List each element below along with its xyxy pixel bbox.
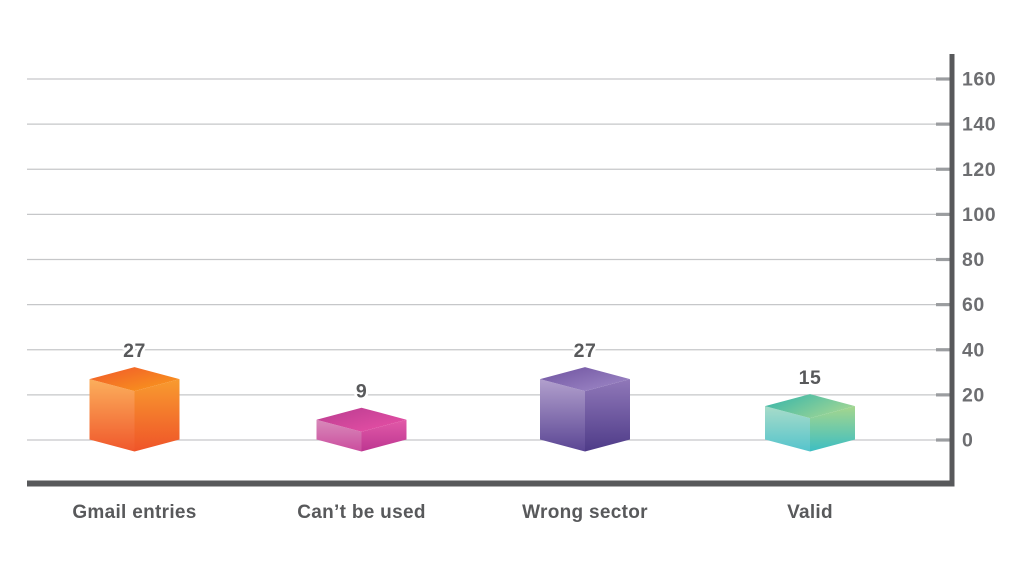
cube-top-face bbox=[89, 367, 180, 392]
axis-frame bbox=[27, 54, 955, 487]
cube-top-face bbox=[316, 407, 407, 432]
value-label: 27 bbox=[123, 340, 146, 362]
cube-left-face bbox=[765, 406, 810, 452]
cube-right-face bbox=[810, 406, 855, 452]
y-axis-ticks bbox=[936, 77, 950, 442]
cube-top-face bbox=[765, 394, 855, 419]
y-tick-label: 140 bbox=[962, 114, 996, 136]
bar-cube-valid: 15 bbox=[765, 365, 855, 452]
cube-top-face bbox=[540, 367, 630, 392]
cube-right-face bbox=[361, 419, 407, 452]
bars: 27 9 27 15 bbox=[89, 338, 855, 452]
cube-left-face bbox=[316, 419, 362, 452]
category-label-can-t-be-used: Can’t be used bbox=[297, 502, 425, 523]
cube-left-face bbox=[89, 379, 135, 452]
value-label: 15 bbox=[799, 367, 822, 389]
y-tick-label: 160 bbox=[962, 69, 996, 91]
bar-cube-gmail-entries: 27 bbox=[89, 338, 180, 452]
category-label-gmail-entries: Gmail entries bbox=[72, 502, 196, 523]
y-tick-label: 20 bbox=[962, 384, 985, 406]
cube-left-face bbox=[540, 379, 585, 452]
category-labels: Gmail entries Can’t be used Wrong sector Va… bbox=[72, 502, 833, 523]
bar-cube-can-t-be-used: 9 bbox=[316, 378, 407, 452]
y-tick-label: 120 bbox=[962, 159, 996, 181]
cube-right-face bbox=[134, 379, 180, 452]
y-tick-label: 0 bbox=[962, 430, 973, 452]
value-label: 9 bbox=[356, 381, 367, 403]
category-label-wrong-sector: Wrong sector bbox=[522, 502, 648, 523]
y-tick-label: 100 bbox=[962, 204, 996, 226]
y-axis-tick-labels: 0 20 40 60 80 100 120 140 160 bbox=[962, 69, 996, 452]
cube-right-face bbox=[585, 379, 630, 452]
value-label: 27 bbox=[574, 340, 597, 362]
y-tick-label: 40 bbox=[962, 339, 985, 361]
y-tick-label: 60 bbox=[962, 294, 985, 316]
category-label-valid: Valid bbox=[787, 502, 833, 523]
y-tick-label: 80 bbox=[962, 249, 985, 271]
bar-cube-wrong-sector: 27 bbox=[540, 338, 630, 452]
